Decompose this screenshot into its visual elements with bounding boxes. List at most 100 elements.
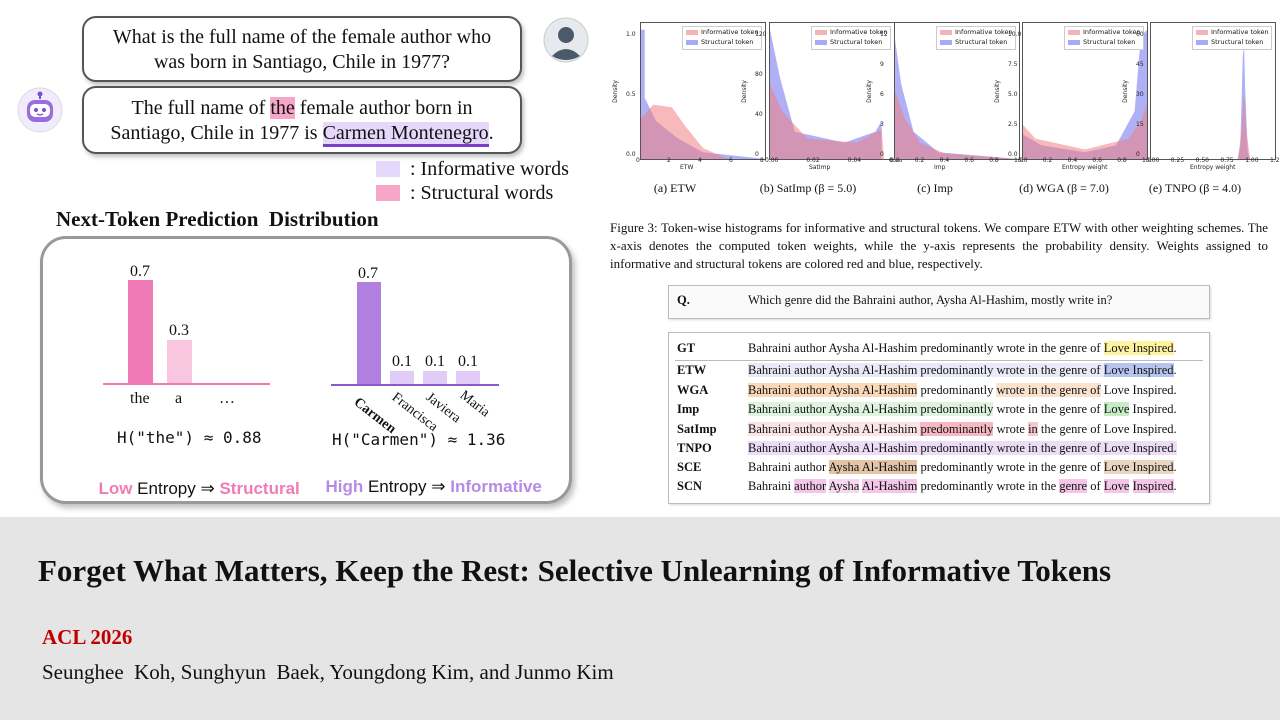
y-tick: 60: [1136, 31, 1144, 38]
row-label-etw: ETW: [677, 363, 707, 377]
right-caption: High Entropy ⇒ Informative: [325, 477, 542, 496]
panel-legend: Informative token Structural token: [1064, 26, 1144, 50]
informative-legend-text: Informative token: [701, 28, 759, 36]
left-entropy: H("the") ≈ 0.88: [117, 428, 262, 447]
answer-text-4: .: [488, 122, 494, 144]
panel-caption-1: (a) ETW: [653, 181, 697, 195]
token-span: Bahraini author Aysha Al-Hashim predomin…: [748, 441, 1177, 455]
ntp-title: Next-Token Prediction Distribution: [56, 207, 379, 231]
x-tick: 1.0: [1014, 157, 1024, 164]
x-tick: 6: [729, 157, 733, 164]
y-tick: 0.0: [1008, 151, 1018, 158]
row-label-scn: SCN: [677, 479, 703, 493]
bar-francisca: [390, 371, 414, 385]
panel-legend: Informative token Structural token: [682, 26, 762, 50]
question-box: Q. Which genre did the Bahraini author, …: [668, 285, 1210, 319]
venue: ACL 2026: [42, 625, 133, 649]
token-span: predominantly: [920, 422, 994, 436]
footer-banner: [0, 517, 1280, 720]
y-tick: 2.5: [1008, 121, 1018, 128]
row-text-gt: Bahraini author Aysha Al-Hashim predomin…: [748, 341, 1177, 356]
x-axis-label: Entropy weight: [1062, 164, 1108, 171]
x-tick: 2: [667, 157, 671, 164]
y-tick: 0.5: [626, 91, 636, 98]
bar-maria: [456, 371, 480, 385]
question-line-1: What is the full name of the female auth…: [112, 26, 492, 48]
x-tick: 0.25: [1170, 157, 1185, 164]
informative-legend-swatch: [376, 161, 400, 177]
x-tick: 1.25: [1270, 157, 1280, 164]
token-span: wrote in the genre of: [996, 383, 1101, 397]
histogram-panel-5: Informative token Structural token: [1150, 22, 1276, 160]
x-tick: 0.04: [847, 157, 862, 164]
x-tick: 0.0: [1018, 157, 1028, 164]
histogram-panel-1: Informative token Structural token: [640, 22, 766, 160]
token-span: predominantly wrote in the genre of: [917, 460, 1104, 474]
token-span: Aysha: [828, 479, 860, 493]
x-tick: 0.02: [806, 157, 820, 164]
panel-caption-4: (d) WGA (β = 7.0): [1019, 181, 1109, 195]
value-a: 0.3: [169, 322, 189, 339]
token-span: wrote in the genre of: [993, 402, 1104, 416]
token-span: Bahraini author Aysha Al-Hashim: [748, 383, 918, 397]
structural-legend-text: Structural token: [955, 38, 1008, 46]
density-plot-1: [641, 29, 765, 159]
right-baseline: [331, 384, 499, 386]
row-label-wga: WGA: [677, 383, 709, 397]
y-tick: 120: [755, 31, 767, 38]
x-tick: 1.0: [1142, 157, 1152, 164]
panel-caption-2: (b) SatImp (β = 5.0): [759, 181, 857, 195]
y-tick: 5.0: [1008, 91, 1018, 98]
structural-legend-text: Structural token: [830, 38, 883, 46]
y-tick: 1.0: [626, 31, 636, 38]
x-tick: 8: [760, 157, 764, 164]
structural-swatch: [815, 40, 827, 45]
row-label-satimp: SatImp: [677, 422, 717, 436]
histogram-panel-4: Informative token Structural token: [1022, 22, 1148, 160]
density-plot-5: [1237, 43, 1251, 159]
row-label-tnpo: TNPO: [677, 441, 712, 455]
histogram-panel-3: Informative token Structural token: [894, 22, 1020, 160]
y-axis-label: Density: [865, 80, 873, 103]
right-entropy: H("Carmen") ≈ 1.36: [332, 430, 506, 449]
row-text-satimp: Bahraini author Aysha Al-Hashim predomin…: [748, 422, 1177, 437]
row-text-scn: Bahraini author Aysha Al-Hashim predomin…: [748, 479, 1177, 494]
token-span: Love Inspired: [1103, 341, 1174, 355]
token-span: in: [1028, 422, 1038, 436]
y-tick: 40: [755, 111, 763, 118]
informative-swatch: [1196, 30, 1208, 35]
x-tick: 0.06: [889, 157, 903, 164]
token-span: author: [794, 479, 827, 493]
answer-text-1: The full name of: [131, 97, 271, 119]
y-tick: 6: [880, 91, 884, 98]
informative-legend-text: Informative token: [830, 28, 888, 36]
informative-density: [641, 104, 728, 159]
structural-swatch: [1196, 40, 1208, 45]
token-span: .: [1173, 479, 1177, 493]
x-tick: 0.75: [1220, 157, 1234, 164]
token-span: .: [1173, 460, 1177, 474]
structural-word: the: [270, 97, 295, 119]
x-tick: 0.2: [1042, 157, 1053, 164]
paper-title: Forget What Matters, Keep the Rest: Sele…: [38, 553, 1112, 588]
y-axis-label: Density: [993, 80, 1001, 103]
x-axis-label: Entropy weight: [1190, 164, 1236, 171]
figure-caption: Figure 3: Token-wise histograms for info…: [610, 220, 1268, 271]
informative-density: [1237, 91, 1251, 159]
left-caption: Low Entropy ⇒ Structural: [98, 479, 300, 498]
token-span: Love: [1103, 402, 1130, 416]
token-span: wrote: [993, 422, 1029, 436]
value-francisca: 0.1: [392, 353, 412, 370]
token-span: predominantly: [917, 383, 997, 397]
token-span: Bahraini author Aysha Al-Hashim predomin…: [748, 402, 994, 416]
x-tick: 1.00: [1245, 157, 1259, 164]
structural-legend-label: : Structural words: [410, 182, 554, 204]
question-line-2: was born in Santiago, Chile in 1977?: [153, 51, 451, 73]
informative-density: [895, 91, 1019, 159]
token-span: Love Inspired: [1103, 363, 1174, 377]
informative-swatch: [1068, 30, 1080, 35]
y-axis-label: Density: [1121, 80, 1129, 103]
answer-bubble: The full name of the female author born …: [82, 86, 522, 154]
panel-caption-3: (c) Imp: [917, 181, 953, 195]
table-divider: [675, 360, 1203, 361]
